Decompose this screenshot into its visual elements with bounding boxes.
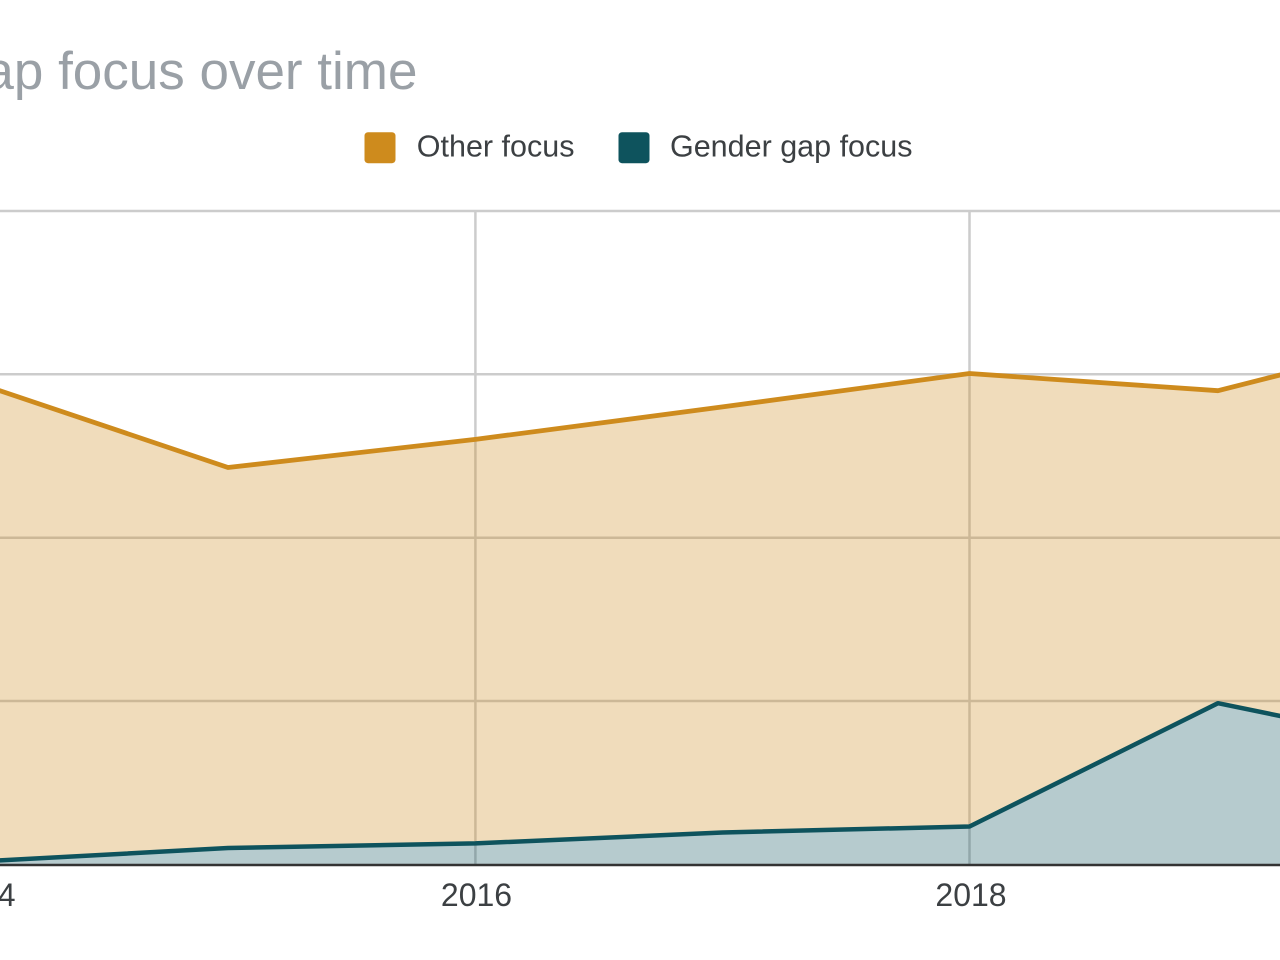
svg-text:Gender gap focus over time: Gender gap focus over time: [0, 42, 417, 101]
svg-text:Gender gap focus: Gender gap focus: [670, 130, 912, 164]
svg-text:2014: 2014: [0, 877, 16, 913]
svg-text:2018: 2018: [935, 877, 1006, 913]
svg-text:2016: 2016: [441, 877, 512, 913]
svg-text:Other focus: Other focus: [417, 130, 575, 164]
